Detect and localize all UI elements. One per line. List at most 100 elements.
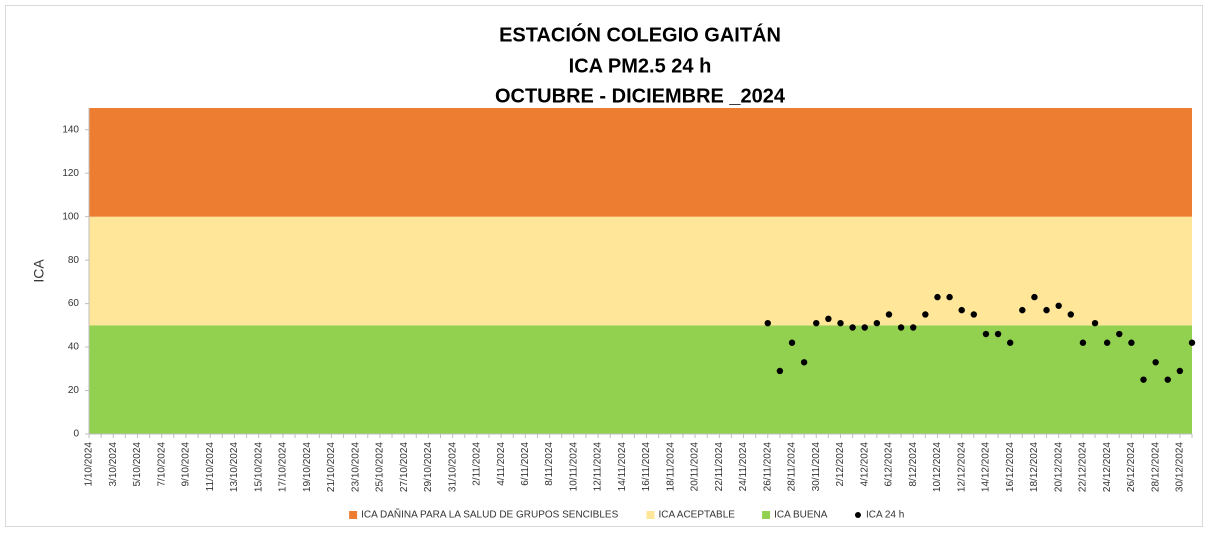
x-tick-label: 24/12/2024 — [1102, 442, 1113, 492]
x-tick-label: 24/11/2024 — [738, 442, 749, 492]
point — [1164, 376, 1171, 383]
point — [1128, 339, 1135, 346]
point — [1188, 339, 1196, 346]
x-tick-label: 18/12/2024 — [1029, 442, 1040, 492]
x-tick-label: 28/12/2024 — [1150, 442, 1161, 492]
x-tick-label: 8/12/2024 — [908, 442, 919, 487]
legend-swatch — [646, 511, 655, 519]
point — [1091, 319, 1099, 327]
point — [1079, 339, 1087, 346]
point — [1176, 367, 1184, 375]
legend-label: ICA ACEPTABLE — [658, 510, 735, 521]
x-tick-label: 14/11/2024 — [617, 442, 628, 492]
point — [1006, 339, 1014, 346]
point — [764, 319, 771, 327]
band — [89, 108, 1192, 217]
x-tick-label: 7/10/2024 — [156, 442, 167, 487]
y-tick-label: 20 — [68, 385, 80, 396]
chart-title: ESTACIÓN COLEGIO GAITÁN — [499, 22, 781, 46]
point — [1031, 293, 1038, 301]
point — [813, 319, 820, 327]
x-tick-label: 28/11/2024 — [787, 442, 798, 492]
point — [910, 324, 917, 331]
point — [861, 324, 868, 331]
x-tick-label: 12/12/2024 — [956, 442, 967, 492]
legend-label: ICA DAÑINA PARA LA SALUD DE GRUPOS SENCI… — [361, 508, 618, 521]
legend-label: ICA BUENA — [774, 510, 828, 521]
x-tick-label: 13/10/2024 — [229, 442, 240, 492]
point — [873, 319, 881, 327]
x-tick-label: 19/10/2024 — [302, 442, 313, 492]
x-tick-label: 8/11/2024 — [544, 442, 555, 486]
x-tick-label: 2/11/2024 — [472, 442, 483, 486]
x-tick-label: 29/10/2024 — [423, 442, 434, 492]
point — [788, 339, 796, 346]
point — [958, 306, 965, 314]
x-tick-label: 1/10/2024 — [84, 442, 95, 487]
x-tick-label: 16/11/2024 — [641, 442, 652, 492]
point — [885, 311, 893, 318]
chart-subtitle: OCTUBRE - DICIEMBRE _2024 — [495, 85, 786, 107]
point — [946, 293, 953, 301]
legend-swatch — [762, 511, 771, 519]
x-tick-label: 25/10/2024 — [375, 442, 386, 492]
x-tick-label: 11/10/2024 — [205, 442, 216, 492]
y-tick-label: 60 — [68, 298, 80, 309]
point — [1103, 339, 1111, 346]
point — [1116, 330, 1123, 338]
x-tick-label: 22/11/2024 — [714, 442, 725, 492]
point — [970, 311, 978, 318]
x-tick-label: 3/10/2024 — [108, 442, 119, 487]
x-tick-label: 27/10/2024 — [399, 442, 410, 492]
x-tick-label: 23/10/2024 — [350, 442, 361, 492]
x-tick-label: 5/10/2024 — [132, 442, 143, 487]
x-tick-label: 20/11/2024 — [690, 442, 701, 492]
point — [776, 367, 784, 375]
x-tick-label: 26/12/2024 — [1126, 442, 1137, 492]
y-tick-label: 140 — [62, 124, 79, 135]
y-tick-label: 40 — [68, 342, 80, 353]
y-tick-label: 120 — [62, 168, 79, 179]
point — [849, 324, 856, 331]
x-tick-label: 17/10/2024 — [278, 442, 289, 492]
x-tick-label: 21/10/2024 — [326, 442, 337, 492]
point — [897, 324, 905, 331]
y-tick-label: 100 — [62, 211, 79, 222]
y-tick-label: 80 — [68, 255, 80, 266]
x-tick-label: 30/11/2024 — [811, 442, 822, 492]
x-tick-label: 22/12/2024 — [1078, 442, 1089, 492]
y-axis-label: ICA — [31, 259, 47, 283]
legend-marker — [854, 512, 861, 518]
x-tick-label: 6/11/2024 — [520, 442, 531, 486]
chart-subtitle: ICA PM2.5 24 h — [569, 55, 712, 77]
x-tick-label: 31/10/2024 — [447, 442, 458, 492]
point — [837, 319, 844, 327]
x-tick-label: 9/10/2024 — [181, 442, 192, 487]
point — [1055, 302, 1062, 309]
x-tick-label: 6/12/2024 — [884, 442, 895, 487]
x-tick-label: 4/12/2024 — [859, 442, 870, 487]
point — [934, 293, 941, 301]
point — [1067, 311, 1074, 318]
band — [89, 325, 1192, 434]
legend-swatch — [349, 511, 358, 519]
x-tick-label: 10/12/2024 — [932, 442, 943, 492]
x-tick-label: 4/11/2024 — [496, 442, 507, 486]
x-tick-label: 12/11/2024 — [593, 442, 604, 492]
x-tick-label: 18/11/2024 — [665, 442, 676, 492]
x-tick-label: 30/12/2024 — [1175, 442, 1186, 492]
point — [1140, 376, 1147, 383]
point — [800, 359, 808, 366]
y-tick-label: 0 — [73, 429, 79, 440]
band — [89, 216, 1192, 326]
x-tick-label: 26/11/2024 — [762, 442, 773, 492]
legend-label: ICA 24 h — [866, 510, 904, 521]
point — [994, 330, 1002, 338]
x-tick-label: 16/12/2024 — [1005, 442, 1016, 492]
point — [1152, 359, 1159, 366]
x-tick-label: 20/12/2024 — [1053, 442, 1064, 492]
point — [982, 330, 990, 338]
point — [1019, 306, 1026, 314]
x-tick-label: 15/10/2024 — [253, 442, 264, 492]
